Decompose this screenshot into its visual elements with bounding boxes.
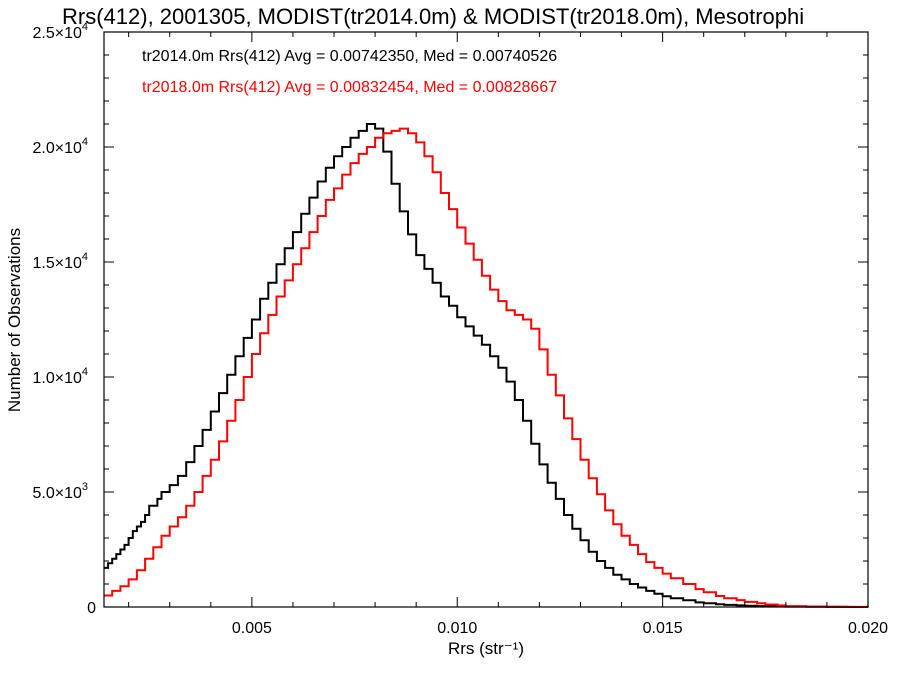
y-tick-label: 1.5×104 <box>32 251 88 272</box>
series-line-1 <box>104 127 869 608</box>
y-tick-label: 5.0×103 <box>32 481 88 502</box>
x-tick-label: 0.005 <box>232 620 272 637</box>
y-axis-title: Number of Observations <box>5 228 24 412</box>
plot-area <box>104 123 869 608</box>
x-axis-title: Rrs (str⁻¹) <box>448 639 524 658</box>
series-line-0 <box>104 123 868 608</box>
legend-entry-red: tr2018.0m Rrs(412) Avg = 0.00832454, Med… <box>142 79 557 96</box>
x-tick-label: 0.020 <box>848 620 888 637</box>
legend-entry-black: tr2014.0m Rrs(412) Avg = 0.00742350, Med… <box>142 48 557 65</box>
y-tick-label: 1.0×104 <box>32 366 88 387</box>
chart-title: Rrs(412), 2001305, MODIST(tr2014.0m) & M… <box>62 4 804 29</box>
axes: 0.005 0.010 0.015 0.020 0 5.0×103 1.0×104 1.5×1… <box>32 21 888 637</box>
x-tick-label: 0.015 <box>643 620 683 637</box>
plot-frame <box>103 31 869 608</box>
y-tick-label: 2.5×104 <box>32 21 88 42</box>
x-tick-label: 0.010 <box>437 620 477 637</box>
y-tick-label: 2.0×104 <box>32 136 88 157</box>
y-tick-label: 0 <box>87 600 96 617</box>
